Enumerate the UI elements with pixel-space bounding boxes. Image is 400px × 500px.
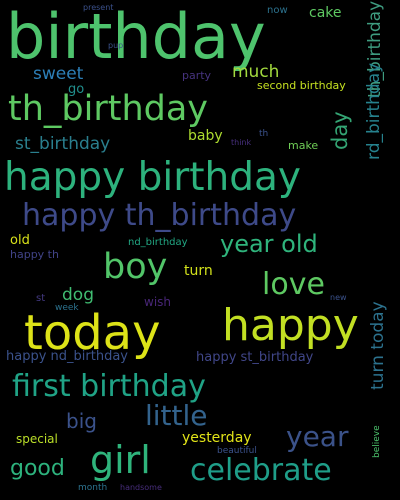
word-rd-birthday: rd_birthday (364, 62, 384, 160)
word-sweet: sweet (33, 64, 84, 84)
word-happy: happy (222, 300, 359, 351)
word-old: old (10, 233, 30, 248)
word-first-birthday: first birthday (12, 369, 206, 404)
word-month: month (78, 483, 108, 493)
word-make: make (288, 139, 319, 152)
word-go: go (68, 82, 85, 97)
word-happy-th: happy th (10, 248, 59, 261)
word-believe: believe (372, 425, 382, 458)
word-th-birthday-large: th_birthday (8, 89, 209, 129)
word-turn: turn (184, 263, 213, 279)
word-happy-nd-birthday: happy nd_birthday (6, 349, 128, 364)
word-happy-st-birthday: happy st_birthday (196, 350, 314, 365)
word-wish: wish (144, 295, 172, 309)
word-think: think (231, 138, 252, 147)
word-little: little (145, 399, 208, 432)
word-now: now (267, 5, 288, 16)
word-year: year (286, 420, 349, 453)
word-birthday: birthday (6, 0, 266, 73)
word-st-birthday: st_birthday (15, 134, 111, 154)
word-good: good (10, 456, 65, 481)
word-special: special (16, 432, 58, 446)
word-present: present (83, 3, 114, 12)
word-baby: baby (188, 128, 223, 144)
word-cake: cake (309, 5, 342, 21)
word-day: day (328, 111, 352, 150)
word-today: today (24, 305, 161, 361)
word-dog: dog (62, 285, 94, 305)
word-year-old: year old (220, 230, 318, 258)
word-happy-birthday: happy birthday (4, 155, 301, 200)
word-big: big (66, 409, 97, 433)
word-week: week (55, 303, 79, 313)
word-boy: boy (103, 247, 168, 287)
word-girl: girl (90, 438, 151, 482)
word-turn-today: turn today (368, 301, 388, 390)
word-yesterday: yesterday (182, 430, 252, 446)
word-celebrate: celebrate (190, 453, 332, 488)
word-st: st (36, 293, 46, 304)
word-new: new (330, 293, 347, 302)
word-beautiful: beautiful (217, 446, 257, 456)
word-nd-birthday: nd_birthday (128, 237, 188, 248)
word-party: party (182, 69, 212, 82)
word-second-birthday: second birthday (257, 79, 346, 92)
word-happy-th-birthday: happy th_birthday (22, 198, 297, 233)
word-love: love (262, 267, 325, 302)
word-much: much (232, 62, 280, 82)
word-pup: pup (108, 41, 124, 50)
word-handsome: handsome (120, 483, 162, 492)
word-th: th (259, 129, 269, 139)
